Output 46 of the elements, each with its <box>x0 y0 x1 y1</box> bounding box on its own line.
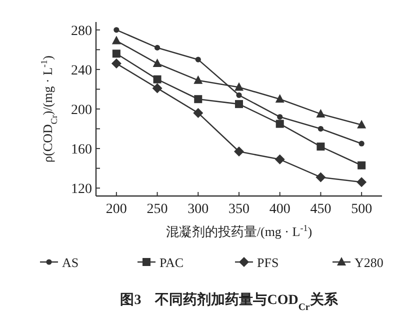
x-tick-label: 350 <box>228 202 250 217</box>
point <box>234 82 244 91</box>
point <box>152 58 162 68</box>
point <box>111 58 122 69</box>
x-tick-label: 200 <box>106 202 127 217</box>
point <box>316 108 326 118</box>
point <box>152 83 162 94</box>
legend-label: PAC <box>160 255 184 270</box>
x-tick-label: 500 <box>351 202 372 217</box>
point <box>358 140 364 146</box>
point <box>357 120 366 128</box>
legend-label: PFS <box>257 255 279 270</box>
point <box>276 120 284 128</box>
point <box>154 44 160 51</box>
legend-label: AS <box>62 255 79 270</box>
point <box>274 154 285 164</box>
point <box>153 75 162 84</box>
y-tick-label: 120 <box>71 182 92 198</box>
point <box>193 108 204 118</box>
x-tick-label: 300 <box>188 202 209 217</box>
x-tick-label: 250 <box>146 202 168 217</box>
point <box>234 146 244 157</box>
point <box>356 177 367 188</box>
point <box>194 95 202 104</box>
point <box>316 172 326 182</box>
point <box>112 50 120 58</box>
point <box>235 100 243 108</box>
text: 图3 不同药剂加药量与COD$_{Cr}$关系 <box>120 291 339 312</box>
x-tick-label: 450 <box>310 202 332 217</box>
x-tick-label: 400 <box>269 202 290 217</box>
point <box>275 94 284 103</box>
point <box>112 36 121 44</box>
point <box>194 75 203 84</box>
point <box>277 114 283 120</box>
point <box>316 142 325 151</box>
point <box>358 161 366 170</box>
x-axis-title: 混凝剂的投药量/(mg · L$^{-1}$) <box>166 223 312 239</box>
point <box>195 56 201 62</box>
point <box>236 92 242 98</box>
point <box>318 126 324 132</box>
y-tick-label: 240 <box>71 63 92 78</box>
legend-label: Y280 <box>354 255 384 270</box>
y-tick-label: 160 <box>71 142 92 158</box>
point <box>114 27 120 33</box>
y-tick-label: 280 <box>71 24 92 39</box>
y-tick-label: 200 <box>71 103 92 118</box>
